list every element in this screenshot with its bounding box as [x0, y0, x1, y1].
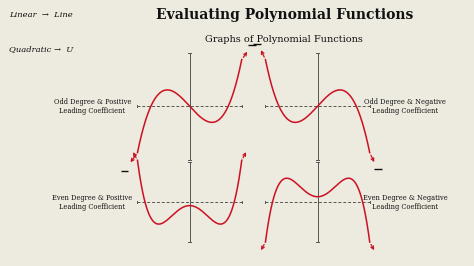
- Text: Even Degree & Positive
Leading Coefficient: Even Degree & Positive Leading Coefficie…: [52, 194, 133, 211]
- Text: Odd Degree & Negative
Leading Coefficient: Odd Degree & Negative Leading Coefficien…: [365, 98, 446, 115]
- Text: Linear  →  Line: Linear → Line: [9, 11, 73, 19]
- Text: Evaluating Polynomial Functions: Evaluating Polynomial Functions: [156, 8, 413, 22]
- Text: Odd Degree & Positive
Leading Coefficient: Odd Degree & Positive Leading Coefficien…: [54, 98, 131, 115]
- Text: Graphs of Polynomial Functions: Graphs of Polynomial Functions: [205, 35, 364, 44]
- Text: Quadratic →  U: Quadratic → U: [9, 45, 74, 53]
- Text: Even Degree & Negative
Leading Coefficient: Even Degree & Negative Leading Coefficie…: [363, 194, 447, 211]
